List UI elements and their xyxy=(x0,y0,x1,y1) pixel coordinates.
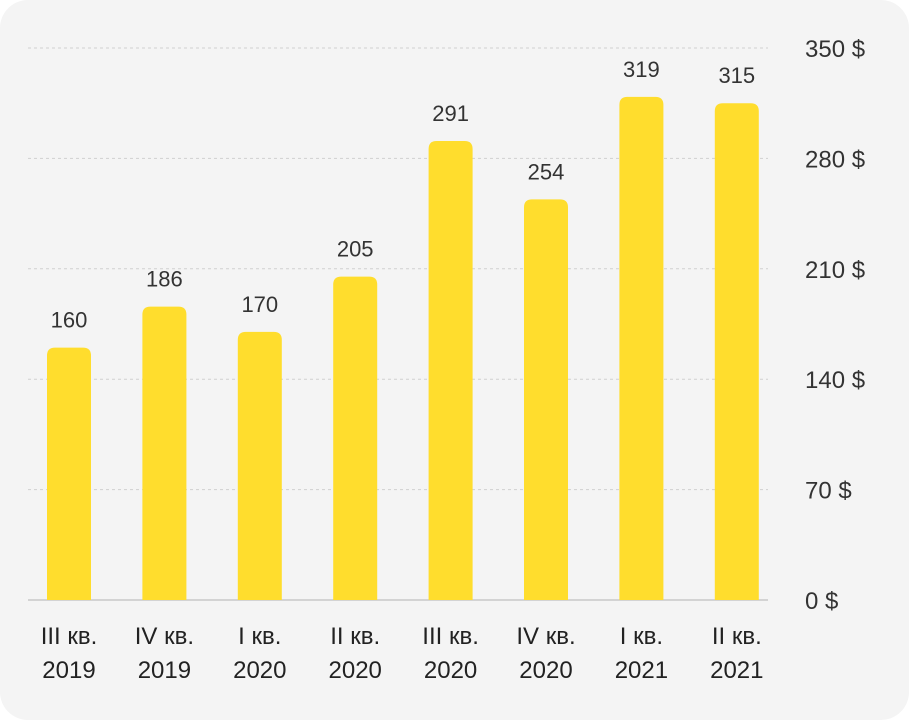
x-tick-label-year: 2020 xyxy=(424,657,477,684)
bar xyxy=(142,306,187,600)
bar xyxy=(714,103,759,600)
bar-value-label: 254 xyxy=(528,159,565,184)
bar-value-label: 315 xyxy=(718,63,755,88)
x-tick-label-year: 2019 xyxy=(42,657,95,684)
bar-value-label: 186 xyxy=(146,267,183,292)
bar xyxy=(47,347,91,600)
x-tick-label-quarter: III кв. xyxy=(41,623,98,650)
x-tick-label-year: 2020 xyxy=(233,657,286,684)
y-tick-label: 140 $ xyxy=(805,367,865,394)
x-tick-label-year: 2021 xyxy=(615,657,668,684)
bar xyxy=(619,96,664,601)
y-tick-label: 70 $ xyxy=(805,478,852,505)
x-tick-label-quarter: I кв. xyxy=(620,623,663,650)
y-tick-label: 280 $ xyxy=(805,146,865,173)
value-labels: 160 186 170 205 291 254 319 315 xyxy=(51,57,756,333)
x-tick-label-quarter: III кв. xyxy=(422,623,479,650)
bars xyxy=(47,96,759,601)
x-tick-label-year: 2020 xyxy=(519,657,572,684)
bar xyxy=(333,276,378,600)
x-tick-label-year: 2020 xyxy=(329,657,382,684)
bar-value-label: 291 xyxy=(432,101,469,126)
x-tick-label-quarter: IV кв. xyxy=(516,623,575,650)
y-axis-ticks: 0 $ 70 $ 140 $ 210 $ 280 $ 350 $ xyxy=(805,36,865,615)
bar-value-label: 170 xyxy=(241,292,278,317)
x-tick-label-year: 2019 xyxy=(138,657,191,684)
x-tick-label-quarter: IV кв. xyxy=(135,623,194,650)
x-tick-label-quarter: I кв. xyxy=(238,623,281,650)
x-tick-label-year: 2021 xyxy=(710,657,763,684)
y-tick-label: 0 $ xyxy=(805,588,838,615)
bar xyxy=(524,199,568,601)
bar xyxy=(428,141,473,600)
bar-value-label: 160 xyxy=(51,308,88,333)
y-tick-label: 210 $ xyxy=(805,257,865,284)
x-axis-ticks: III кв. 2019 IV кв. 2019 I кв. 2020 II кв. 2020… xyxy=(41,623,764,684)
y-tick-label: 350 $ xyxy=(805,36,865,63)
x-tick-label-quarter: II кв. xyxy=(330,623,380,650)
bar xyxy=(237,331,282,600)
bar-value-label: 319 xyxy=(623,57,660,82)
bar-value-label: 205 xyxy=(337,237,374,262)
x-tick-label-quarter: II кв. xyxy=(712,623,762,650)
